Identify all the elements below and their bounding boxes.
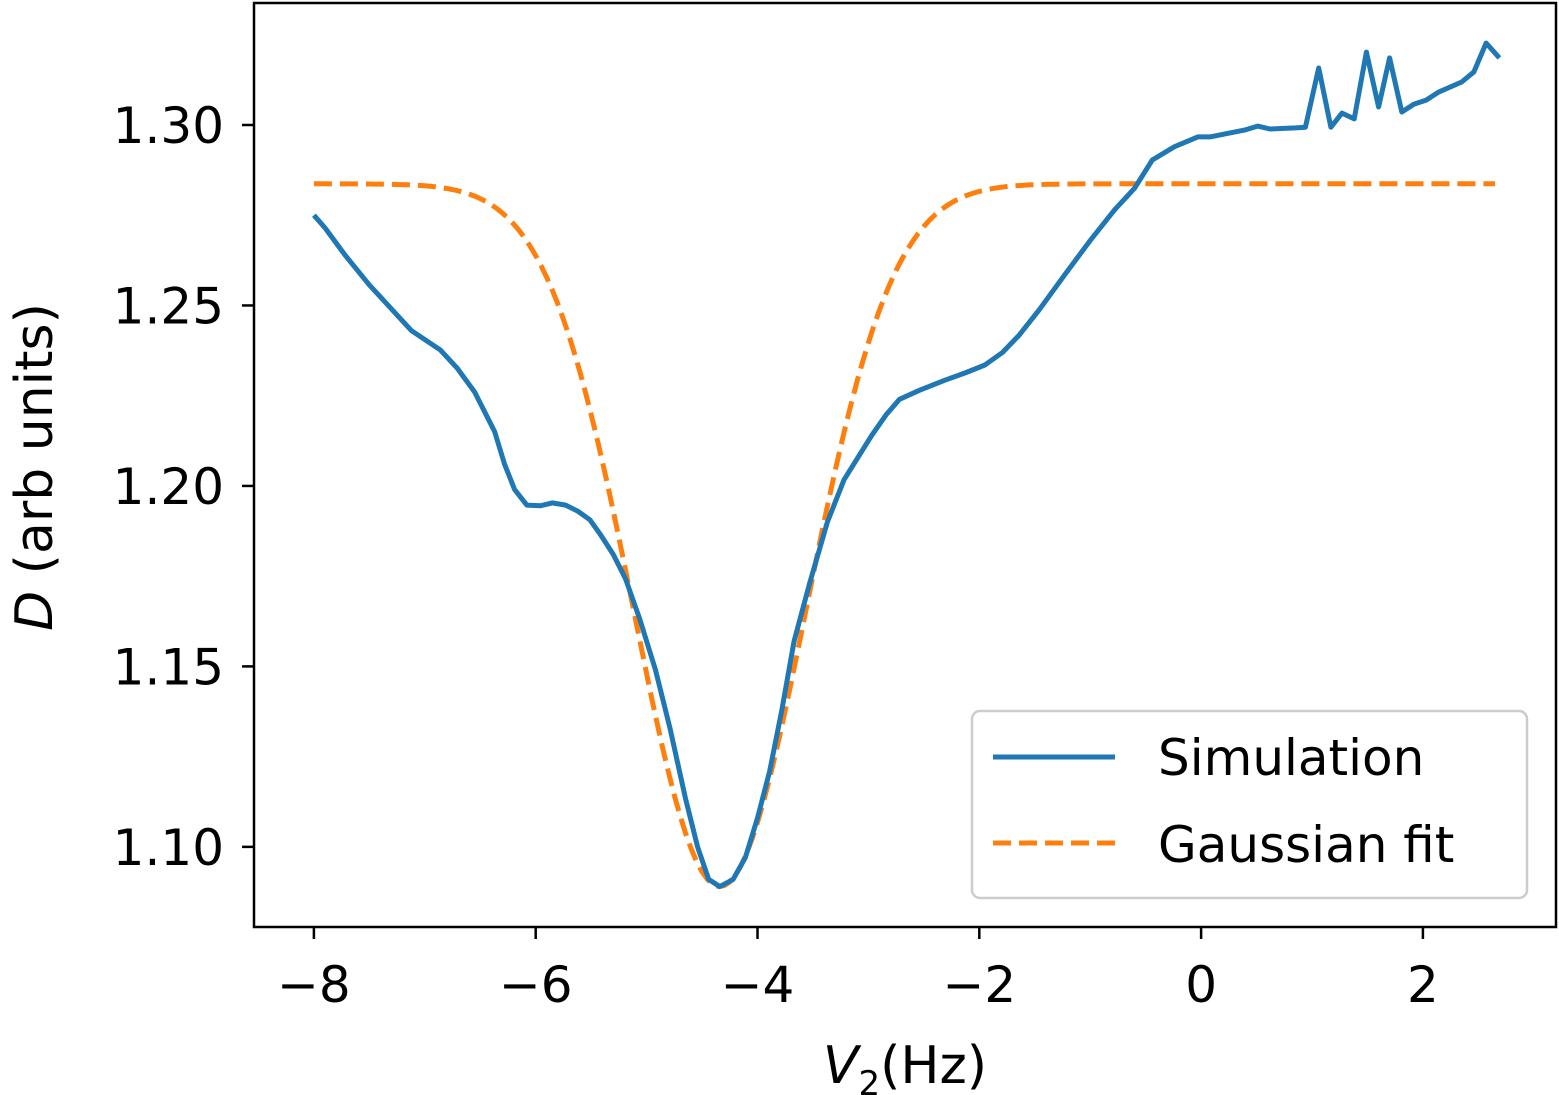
y-tick-label: 1.10 bbox=[113, 819, 224, 877]
x-tick-label: −4 bbox=[721, 956, 795, 1014]
legend-label-simulation: Simulation bbox=[1158, 729, 1424, 787]
x-tick-label: −8 bbox=[277, 956, 351, 1014]
x-tick-label: 0 bbox=[1185, 956, 1217, 1014]
legend-label-gaussian-fit: Gaussian fit bbox=[1158, 816, 1454, 874]
legend: Simulation Gaussian fit bbox=[970, 709, 1529, 900]
plot-lines bbox=[312, 40, 1502, 890]
series-simulation-line bbox=[312, 40, 1502, 890]
plot-frame bbox=[252, 1, 1558, 929]
y-tick-label: 1.30 bbox=[113, 97, 224, 155]
x-tick-label: −6 bbox=[499, 956, 573, 1014]
y-axis-label: D (arb units) bbox=[5, 303, 65, 631]
y-tick-label: 1.25 bbox=[113, 277, 224, 335]
y-tick-label: 1.20 bbox=[113, 458, 224, 516]
y-tick-label: 1.15 bbox=[113, 638, 224, 696]
x-tick-label: −2 bbox=[942, 956, 1016, 1014]
x-axis-label: V2(Hz) bbox=[823, 1036, 987, 1095]
y-axis: 1.10 1.15 1.20 1.25 1.30 bbox=[113, 97, 254, 877]
x-axis: −8 −6 −4 −2 0 2 bbox=[277, 927, 1439, 1014]
x-tick-label: 2 bbox=[1407, 956, 1439, 1014]
